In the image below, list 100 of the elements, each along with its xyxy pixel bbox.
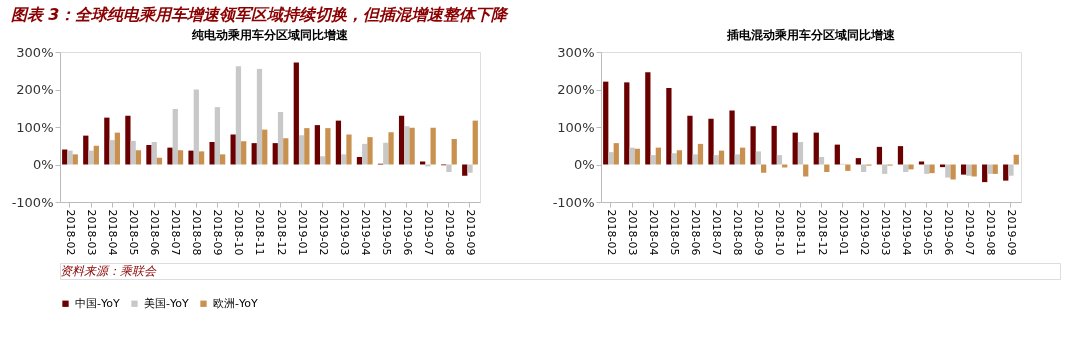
x-tick-label: 2019-06 xyxy=(400,209,414,256)
bar xyxy=(966,164,972,176)
x-tick-label: 2019-03 xyxy=(337,209,351,256)
bar xyxy=(135,150,142,165)
bar xyxy=(613,143,619,165)
bar xyxy=(708,118,714,165)
bar xyxy=(156,157,163,165)
bar xyxy=(151,142,157,165)
bar xyxy=(929,164,935,174)
bar xyxy=(293,62,299,165)
y-tick-label: -100% xyxy=(11,194,54,210)
bar xyxy=(167,147,173,165)
bar xyxy=(388,132,394,165)
bar xyxy=(298,135,305,165)
x-tick-label: 2018-07 xyxy=(169,209,183,256)
bar xyxy=(650,155,656,165)
bar xyxy=(692,154,698,165)
bar xyxy=(62,149,68,165)
bar xyxy=(125,115,131,165)
bar xyxy=(193,89,199,165)
bar xyxy=(676,150,683,165)
bar xyxy=(945,164,951,178)
x-tick-label: 2018-09 xyxy=(211,209,225,256)
bar xyxy=(687,115,693,165)
x-tick-label: 2019-07 xyxy=(962,209,976,256)
bar xyxy=(982,164,988,183)
bar xyxy=(304,128,310,165)
bar xyxy=(897,146,904,165)
bar xyxy=(971,164,977,177)
x-tick-label: 2018-06 xyxy=(148,209,162,256)
bar xyxy=(362,143,368,165)
x-tick-label: 2019-01 xyxy=(836,209,850,256)
bar xyxy=(114,132,120,165)
y-tick-label: 100% xyxy=(557,119,595,135)
bar xyxy=(1003,164,1009,181)
bar xyxy=(172,109,178,165)
bar xyxy=(277,112,284,165)
bar xyxy=(608,152,614,165)
bar xyxy=(739,147,746,165)
x-tick-label: 2018-10 xyxy=(232,209,246,256)
bar xyxy=(325,128,331,165)
x-tick-label: 2018-11 xyxy=(794,209,808,256)
bar xyxy=(961,164,967,175)
y-tick-label: 200% xyxy=(557,82,595,97)
bar xyxy=(803,164,809,177)
x-tick-label: 2018-10 xyxy=(773,209,787,256)
bar xyxy=(88,150,94,165)
chart-title: 插电混动乘用车分区域同比增速 xyxy=(726,28,896,42)
bar xyxy=(903,164,909,172)
bar xyxy=(750,126,756,165)
bar xyxy=(214,107,220,165)
y-tick-label: 200% xyxy=(16,82,54,97)
bar xyxy=(83,135,89,165)
bar xyxy=(209,142,215,165)
x-tick-label: 2018-05 xyxy=(668,209,682,256)
bar xyxy=(404,126,410,165)
bar xyxy=(109,140,115,165)
bar xyxy=(104,117,110,165)
bar xyxy=(666,88,672,165)
x-tick-label: 2018-02 xyxy=(64,209,77,256)
x-tick-label: 2019-06 xyxy=(941,209,955,256)
bar xyxy=(67,150,73,165)
bar xyxy=(320,156,326,165)
bar xyxy=(198,151,205,165)
bar xyxy=(356,157,363,165)
bar xyxy=(824,164,830,172)
bar xyxy=(346,134,352,165)
bar xyxy=(629,147,635,165)
bar xyxy=(283,138,289,165)
x-tick-label: 2019-04 xyxy=(899,209,913,256)
bar xyxy=(918,161,925,165)
x-tick-label: 2018-02 xyxy=(605,209,618,256)
bar xyxy=(467,164,473,173)
x-tick-label: 2018-12 xyxy=(815,209,829,256)
x-tick-label: 2018-03 xyxy=(626,209,640,256)
bar xyxy=(251,143,257,165)
bar xyxy=(1013,154,1019,165)
bar xyxy=(272,143,278,165)
y-tick-label: 100% xyxy=(16,119,54,135)
bar xyxy=(655,147,661,165)
bar xyxy=(462,164,468,176)
bar xyxy=(818,157,825,165)
x-tick-label: 2018-09 xyxy=(752,209,766,256)
bar xyxy=(409,127,415,165)
bar xyxy=(220,154,226,165)
text: 图表 3：全球纯电乘用车增速领军区域持续切换，但插混增速整体下降 xyxy=(10,4,510,24)
bar xyxy=(446,164,452,172)
bar xyxy=(924,164,930,174)
bar xyxy=(876,146,883,165)
x-tick-label: 2019-03 xyxy=(878,209,892,256)
y-tick-label: -100% xyxy=(552,194,595,210)
bar xyxy=(834,144,840,165)
bar xyxy=(797,142,804,165)
bar xyxy=(472,120,478,165)
bar xyxy=(335,120,342,165)
x-tick-label: 2018-11 xyxy=(253,209,267,256)
chart-title: 纯电动乘用车分区域同比增速 xyxy=(191,28,349,42)
x-tick-label: 2018-03 xyxy=(85,209,99,256)
bar xyxy=(177,150,184,165)
x-tick-label: 2018-12 xyxy=(274,209,288,256)
